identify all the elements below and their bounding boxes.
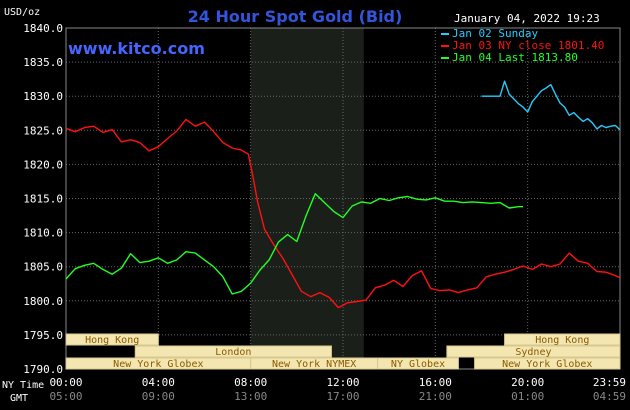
y-tick-label: 1835.0 [23,56,63,69]
y-tick-label: 1800.0 [23,295,63,308]
x-tick-label-gmt: 04:59 [593,390,626,403]
x-tick-label-ny: 00:00 [49,376,82,389]
x-tick-label-gmt: 21:00 [419,390,452,403]
legend-entry: Jan 02 Sunday [452,27,538,40]
x-tick-label-ny: 20:00 [511,376,544,389]
session-label: New York Globex [502,359,592,370]
price-series [65,80,621,309]
legend-entry: Jan 04 Last 1813.80 [452,51,578,64]
y-tick-label: 1815.0 [23,193,63,206]
session-bar [377,357,459,370]
session-bar [134,345,332,358]
market-sessions: Hong Kong London New York Globex New York N… [65,333,621,370]
timestamp: January 04, 2022 19:23 [454,12,600,25]
y-tick-label: 1825.0 [23,124,63,137]
y-axis-ticks: 1840.0 1835.0 1830.0 1825.0 1820.0 1815.0 1810… [23,22,63,376]
session-bar [504,333,621,346]
y-tick-label: 1840.0 [23,22,63,35]
gmt-row-label: GMT [10,393,28,404]
x-tick-label-gmt: 13:00 [234,390,267,403]
series-line [481,80,621,131]
y-tick-label: 1805.0 [23,261,63,274]
session-label: Sydney [515,347,551,358]
x-tick-label-gmt: 09:00 [142,390,175,403]
y-tick-label: 1820.0 [23,158,63,171]
legend-entry: Jan 03 NY close 1801.40 [452,39,604,52]
chart-title: 24 Hour Spot Gold (Bid) [188,7,403,26]
x-tick-label-gmt: 01:00 [511,390,544,403]
unit-label: USD/oz [4,7,40,18]
y-tick-label: 1830.0 [23,90,63,103]
x-tick-label-ny: 23:59 [593,376,626,389]
y-tick-label: 1810.0 [23,227,63,240]
session-label: New York Globex [113,359,203,370]
x-tick-label-ny: 04:00 [142,376,175,389]
ny-time-row-label: NY Time [2,380,44,391]
session-label: London [215,347,251,358]
y-tick-label: 1790.0 [23,363,63,376]
series-line [65,118,621,309]
session-label: NY Globex [391,359,445,370]
session-label: Hong Kong [85,335,139,346]
y-tick-label: 1795.0 [23,329,63,342]
x-tick-label-ny: 12:00 [326,376,359,389]
x-tick-label-ny: 08:00 [234,376,267,389]
nymex-session-highlight [250,28,364,369]
series-line [65,192,523,295]
x-axis-ticks: 00:00 04:00 08:00 12:00 16:00 20:00 23:59 05:00… [49,376,626,403]
x-tick-label-ny: 16:00 [419,376,452,389]
session-bar [446,345,621,358]
session-bar [474,357,621,370]
session-label: New York NYMEX [272,359,356,370]
x-tick-label-gmt: 17:00 [326,390,359,403]
session-bar [65,333,159,346]
session-label: Hong Kong [535,335,589,346]
watermark: www.kitco.com [68,39,205,58]
x-tick-label-gmt: 05:00 [49,390,82,403]
